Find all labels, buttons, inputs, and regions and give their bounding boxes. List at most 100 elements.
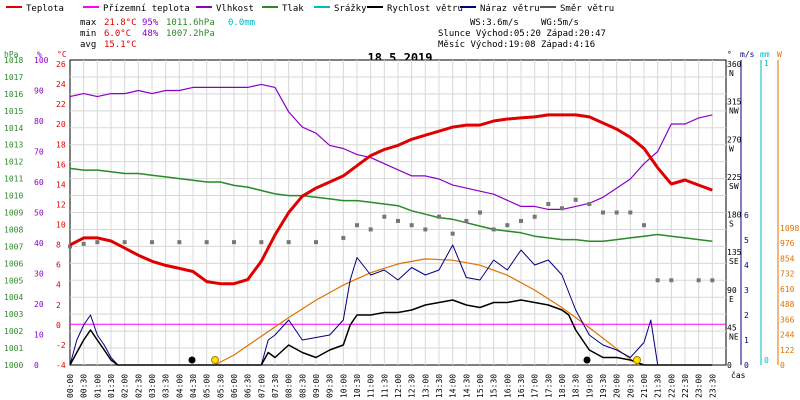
stat-min-press: 1007.2hPa (166, 29, 215, 39)
tick-pct: 80 (34, 117, 44, 126)
tick-dir-label: N (729, 69, 734, 78)
tick-dir-deg: 360 (727, 60, 742, 69)
point-smer-vetru (368, 227, 373, 232)
point-smer-vetru (122, 240, 127, 245)
tick-c: 20 (56, 120, 66, 129)
tick-time: 23:00 (695, 374, 704, 398)
tick-dir-deg: 180 (727, 211, 742, 220)
tick-time: 01:00 (93, 374, 102, 398)
sunset-marker (633, 356, 641, 364)
tick-dir-deg: 270 (727, 135, 742, 144)
tick-c: 10 (56, 221, 66, 230)
tick-ms: 5 (744, 236, 749, 245)
tick-time: 14:30 (462, 374, 471, 398)
tick-w: 0 (780, 361, 785, 370)
stat-min-temp: 6.0°C (104, 29, 131, 39)
tick-dir-label: S (729, 220, 734, 229)
tick-hpa: 1003 (4, 310, 23, 319)
point-smer-vetru (655, 278, 660, 283)
tick-pct: 40 (34, 239, 44, 248)
tick-dir-label: SE (729, 257, 739, 266)
tick-pct: 70 (34, 148, 44, 157)
tick-pct: 50 (34, 209, 44, 218)
series-slunce (214, 258, 639, 366)
legend-label-vlhkost: Vlhkost (216, 4, 254, 14)
point-smer-vetru (259, 240, 264, 245)
axis-unit-deg: ° (727, 50, 732, 59)
tick-time: 12:00 (394, 374, 403, 398)
tick-time: 19:00 (585, 374, 594, 398)
tick-time: 15:00 (476, 374, 485, 398)
tick-time: 05:30 (216, 374, 225, 398)
legend-label-prizemni: Přízemní teplota (103, 4, 190, 14)
tick-ms: 4 (744, 261, 749, 270)
tick-w: 976 (780, 239, 795, 248)
point-smer-vetru (450, 231, 455, 236)
tick-dir-deg: 0 (727, 361, 732, 370)
tick-time: 22:00 (667, 374, 676, 398)
tick-ms: 6 (744, 211, 749, 220)
grid (70, 60, 726, 365)
tick-hpa: 1012 (4, 158, 23, 167)
axis-unit-ms: m/s (740, 50, 755, 59)
tick-c: 26 (56, 60, 66, 69)
stat-max-rain: 0.0mm (228, 18, 255, 28)
tick-time: 23:30 (708, 374, 717, 398)
point-smer-vetru (587, 202, 592, 207)
point-smer-vetru (601, 210, 605, 215)
tick-time: 00:00 (66, 374, 75, 398)
tick-time: 04:30 (189, 374, 198, 398)
point-smer-vetru (696, 278, 701, 283)
series-teplota (69, 113, 713, 286)
point-smer-vetru (396, 218, 400, 223)
tick-c: 0 (56, 321, 61, 330)
tick-time: 02:00 (121, 374, 130, 398)
point-smer-vetru (505, 223, 510, 228)
tick-hpa: 1018 (4, 56, 23, 65)
tick-time: 02:30 (134, 374, 143, 398)
point-smer-vetru (314, 240, 318, 245)
point-smer-vetru (478, 210, 482, 215)
moonrise-marker (583, 356, 591, 364)
tick-ms: 0 (744, 361, 749, 370)
axis-unit-hpa: hPa (4, 50, 19, 59)
tick-hpa: 1006 (4, 259, 23, 268)
tick-ms: 1 (744, 336, 749, 345)
point-smer-vetru (423, 227, 428, 232)
tick-c: -2 (56, 341, 66, 350)
tick-time: 21:30 (654, 374, 663, 398)
tick-hpa: 1011 (4, 175, 23, 184)
tick-hpa: 1008 (4, 225, 23, 234)
point-smer-vetru (573, 197, 578, 202)
tick-time: 14:00 (449, 374, 458, 398)
point-smer-vetru (560, 206, 564, 211)
series-vlhkost (69, 83, 713, 210)
point-smer-vetru (341, 235, 346, 240)
tick-time: 08:00 (285, 374, 294, 398)
tick-w: 244 (780, 331, 795, 340)
tick-time: 07:30 (271, 374, 280, 398)
point-smer-vetru (710, 278, 715, 283)
tick-time: 09:30 (326, 374, 335, 398)
stat-sun: Slunce Východ:05:20 Západ:20:47 (438, 29, 606, 39)
tick-c: 2 (56, 301, 61, 310)
tick-hpa: 1004 (4, 293, 23, 302)
axis-unit-pct: % (37, 50, 42, 59)
point-smer-vetru (546, 202, 551, 207)
tick-time: 08:30 (298, 374, 307, 398)
tick-c: 6 (56, 261, 61, 270)
point-smer-vetru (232, 240, 236, 245)
tick-time: 21:00 (640, 374, 649, 398)
tick-time: 13:00 (421, 374, 430, 398)
stat-min-label: min (80, 29, 96, 39)
tick-hpa: 1016 (4, 90, 23, 99)
point-smer-vetru (177, 240, 182, 245)
tick-time: 12:30 (408, 374, 417, 398)
tick-dir-label: W (729, 144, 734, 153)
legend: Teplota Přízemní teplota Vlhkost Tlak Sr… (6, 4, 614, 14)
stat-moon: Měsíc Východ:19:08 Západ:4:16 (438, 40, 595, 50)
point-smer-vetru (519, 218, 523, 223)
legend-label-srazky: Srážky (334, 4, 367, 14)
tick-dir-deg: 315 (727, 98, 742, 107)
